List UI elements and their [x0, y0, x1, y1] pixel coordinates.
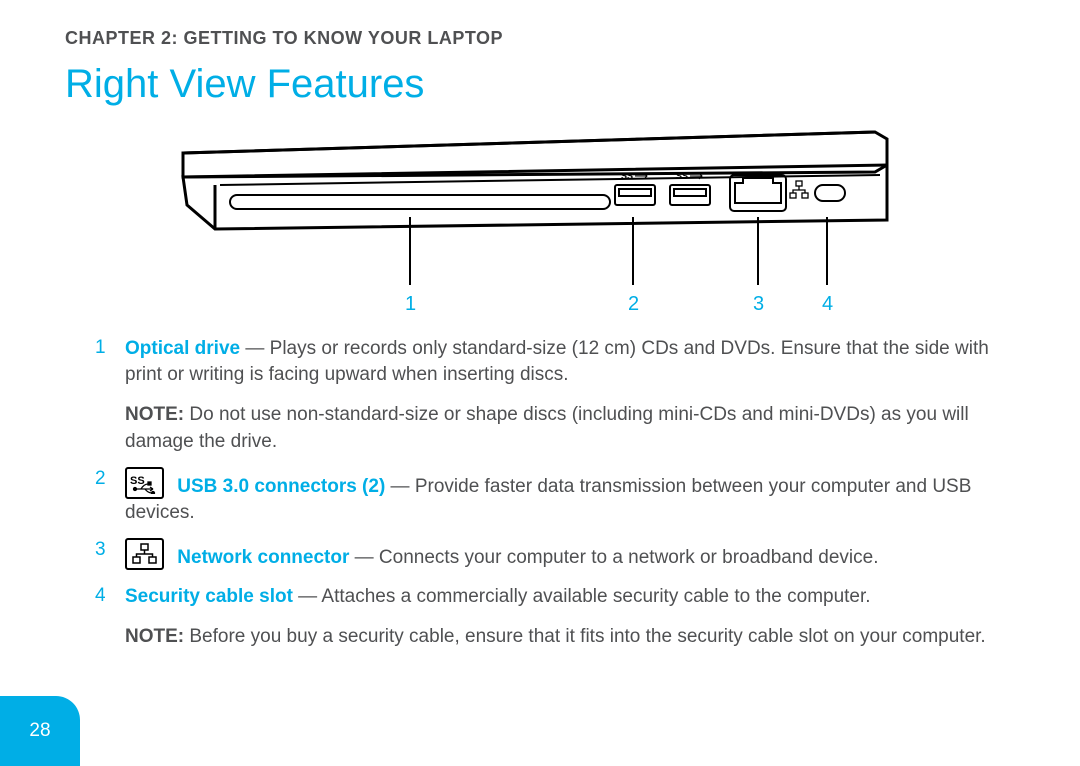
callout-1-label: 1	[405, 293, 416, 315]
svg-text:SS: SS	[621, 171, 633, 181]
callout-4-label: 4	[822, 293, 833, 315]
feature-desc: — Connects your computer to a network or…	[349, 547, 878, 568]
list-item: 2 SS	[95, 467, 990, 526]
svg-text:SS: SS	[130, 475, 145, 487]
list-item: 1 Optical drive — Plays or records only …	[95, 336, 990, 455]
right-view-diagram: SS SS	[175, 125, 895, 315]
item-number: 2	[95, 467, 125, 490]
feature-term: Network connector	[177, 547, 349, 568]
callout-3-label: 3	[753, 293, 764, 315]
page-title: Right View Features	[65, 62, 424, 107]
feature-list: 1 Optical drive — Plays or records only …	[95, 336, 990, 662]
feature-term: USB 3.0 connectors (2)	[177, 476, 385, 497]
note-label: NOTE:	[125, 626, 184, 647]
manual-page: CHAPTER 2: GETTING TO KNOW YOUR LAPTOP R…	[0, 0, 1080, 766]
note-text: Before you buy a security cable, ensure …	[184, 626, 986, 647]
chapter-heading: CHAPTER 2: GETTING TO KNOW YOUR LAPTOP	[65, 28, 503, 49]
callout-2-label: 2	[628, 293, 639, 315]
feature-term: Security cable slot	[125, 586, 293, 607]
svg-text:SS: SS	[676, 171, 688, 181]
list-item: 4 Security cable slot — Attaches a comme…	[95, 584, 990, 650]
note-label: NOTE:	[125, 404, 184, 425]
page-number-tab: 28	[0, 696, 80, 766]
ss-usb-icon: SS	[125, 467, 164, 499]
feature-desc: — Plays or records only standard-size (1…	[125, 338, 989, 385]
network-icon	[125, 538, 164, 570]
page-number: 28	[29, 720, 50, 742]
list-item: 3 Network connector — Connec	[95, 538, 990, 571]
feature-term: Optical drive	[125, 338, 240, 359]
item-number: 4	[95, 584, 125, 607]
item-number: 3	[95, 538, 125, 561]
feature-desc: — Attaches a commercially available secu…	[293, 586, 871, 607]
item-number: 1	[95, 336, 125, 359]
note-text: Do not use non-standard-size or shape di…	[125, 404, 969, 451]
